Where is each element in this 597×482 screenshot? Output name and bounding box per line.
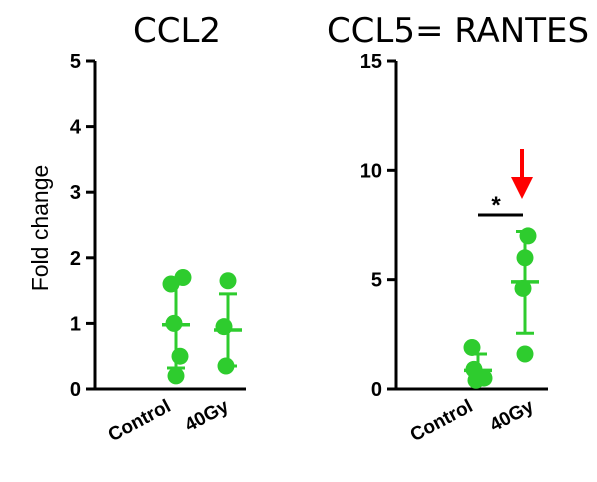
panel1-data-point — [171, 347, 189, 365]
panel2-ytick-label: 5 — [371, 270, 382, 292]
highlight-arrow-icon — [511, 149, 533, 199]
panel1-xtick-control: Control — [105, 396, 174, 446]
panel2-ytick-label: 15 — [360, 51, 382, 73]
panel1-ytick-label: 0 — [70, 379, 81, 401]
panel1-data-point — [215, 318, 233, 336]
panel1-data-point — [174, 268, 192, 286]
panel1-ytick-label: 3 — [70, 182, 81, 204]
panel1-data-point — [219, 272, 237, 290]
panel2-xtick-40gy: 40Gy — [486, 396, 537, 437]
panel1-ytick-label: 2 — [70, 248, 81, 270]
panel1-ytick-label: 1 — [70, 313, 81, 335]
panel2-data-point — [463, 338, 481, 356]
panel1-ytick-label: 5 — [70, 51, 81, 73]
panel2-data-point — [516, 345, 534, 363]
panel1-title: CCL2 — [133, 11, 221, 51]
panel2-ytick-label: 10 — [360, 160, 382, 182]
panel1-y-label: Fold change — [27, 165, 53, 292]
significance-star: * — [491, 192, 501, 219]
panel1-data-point — [217, 357, 235, 375]
panel2-ytick-label: 0 — [371, 379, 382, 401]
panel1-xtick-40gy: 40Gy — [181, 396, 232, 437]
panel2-data-point — [514, 279, 532, 297]
panel2-title: CCL5= RANTES — [327, 11, 589, 51]
panel2-data-point — [467, 371, 485, 389]
panel1-ytick-label: 4 — [70, 117, 82, 139]
panel2-data-point — [516, 249, 534, 267]
panel2-data-point — [519, 227, 537, 245]
panel1-data-point — [165, 314, 183, 332]
panel2-xtick-control: Control — [407, 396, 476, 446]
panel1-data-point — [167, 367, 185, 385]
